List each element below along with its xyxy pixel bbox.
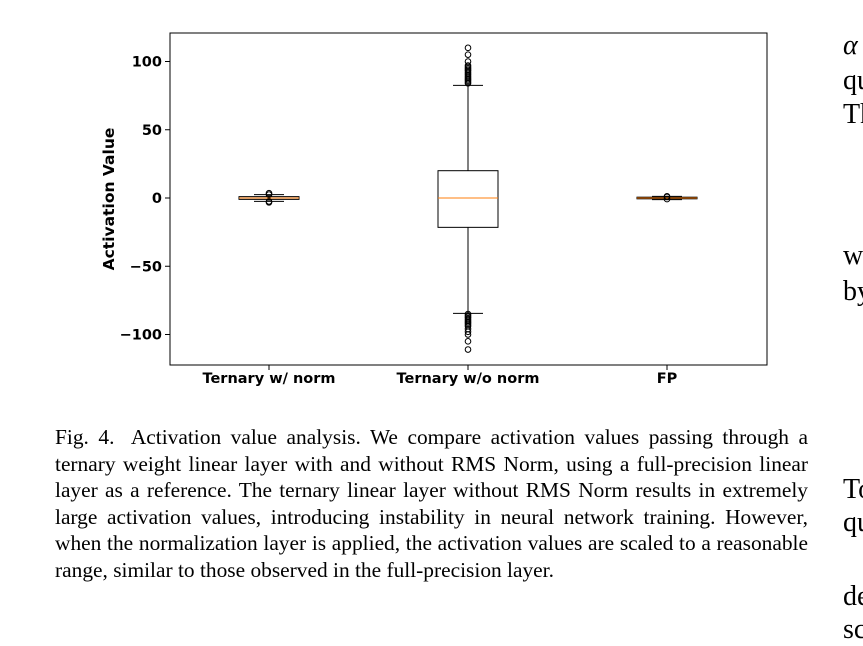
x-tick-label: FP bbox=[657, 371, 678, 387]
box-group bbox=[437, 44, 499, 353]
y-tick-label: −50 bbox=[130, 259, 162, 275]
outlier-point bbox=[464, 338, 472, 345]
box-group bbox=[238, 189, 300, 206]
side-fragment: de bbox=[843, 581, 863, 612]
outlier-point bbox=[464, 62, 472, 69]
y-tick-label: −100 bbox=[120, 328, 162, 344]
side-fragment: α bbox=[843, 30, 858, 61]
box-group bbox=[636, 193, 698, 203]
box bbox=[437, 170, 499, 228]
side-fragment: To bbox=[843, 474, 863, 505]
boxes bbox=[238, 44, 698, 353]
side-fragment: sc bbox=[843, 614, 863, 645]
outlier-point bbox=[464, 44, 472, 52]
x-tick-label: Ternary w/o norm bbox=[397, 371, 540, 387]
x-tick-label: Ternary w/ norm bbox=[203, 371, 336, 387]
outlier-point bbox=[464, 328, 472, 336]
caption-text: Activation value analysis. We compare ac… bbox=[55, 425, 809, 582]
side-fragment: Th bbox=[843, 99, 863, 130]
outlier-point bbox=[464, 331, 472, 338]
y-axis: 100 50 0 −50 −100 bbox=[120, 55, 170, 344]
outlier-point bbox=[464, 51, 472, 58]
y-tick-label: 100 bbox=[132, 55, 162, 71]
y-tick-label: 0 bbox=[152, 191, 162, 207]
outlier-point bbox=[265, 189, 273, 197]
side-fragment: qu bbox=[843, 507, 863, 538]
side-fragment: by bbox=[843, 276, 863, 307]
outlier-point bbox=[464, 346, 472, 353]
outlier-point bbox=[464, 58, 472, 65]
figure-caption: Fig. 4. Activation value analysis. We co… bbox=[55, 424, 808, 583]
boxplot-chart: 100 50 0 −50 −100 Ternary w/ norm Ternary w/o… bbox=[100, 32, 768, 387]
outlier-point bbox=[663, 193, 671, 200]
x-axis: Ternary w/ norm Ternary w/o norm FP bbox=[203, 365, 678, 387]
y-axis-label: Activation Value bbox=[100, 128, 118, 271]
side-fragment: qu bbox=[843, 65, 863, 96]
side-fragment: w bbox=[843, 240, 863, 271]
y-tick-label: 50 bbox=[142, 123, 162, 139]
outlier-point bbox=[663, 195, 671, 203]
outlier-point bbox=[265, 199, 273, 206]
figure-number: Fig. 4. bbox=[55, 425, 115, 449]
